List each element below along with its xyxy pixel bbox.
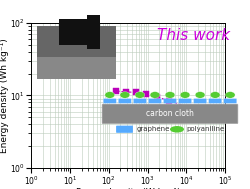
FancyBboxPatch shape <box>116 126 133 133</box>
FancyBboxPatch shape <box>208 98 222 103</box>
FancyBboxPatch shape <box>118 98 132 103</box>
Ellipse shape <box>165 92 175 98</box>
FancyBboxPatch shape <box>164 98 176 103</box>
Ellipse shape <box>195 92 205 98</box>
Ellipse shape <box>135 92 145 98</box>
Bar <box>87 15 100 49</box>
FancyBboxPatch shape <box>133 98 146 103</box>
Ellipse shape <box>180 92 190 98</box>
FancyBboxPatch shape <box>148 98 162 103</box>
Bar <box>37 57 116 79</box>
FancyBboxPatch shape <box>178 98 192 103</box>
Ellipse shape <box>120 92 130 98</box>
FancyBboxPatch shape <box>103 98 117 103</box>
Ellipse shape <box>225 92 235 98</box>
FancyBboxPatch shape <box>194 98 207 103</box>
Ellipse shape <box>150 92 160 98</box>
Text: polyaniline: polyaniline <box>186 126 224 132</box>
X-axis label: Power density (W kg⁻¹): Power density (W kg⁻¹) <box>76 188 180 189</box>
Text: graphene: graphene <box>136 126 170 132</box>
Text: This work: This work <box>157 28 230 43</box>
FancyBboxPatch shape <box>102 104 238 124</box>
Ellipse shape <box>170 126 184 132</box>
Bar <box>59 19 90 45</box>
Bar <box>37 26 116 60</box>
Text: carbon cloth: carbon cloth <box>146 109 194 118</box>
FancyBboxPatch shape <box>224 98 237 103</box>
Ellipse shape <box>105 92 115 98</box>
Ellipse shape <box>210 92 220 98</box>
Y-axis label: Energy density (Wh kg⁻¹): Energy density (Wh kg⁻¹) <box>0 38 9 153</box>
